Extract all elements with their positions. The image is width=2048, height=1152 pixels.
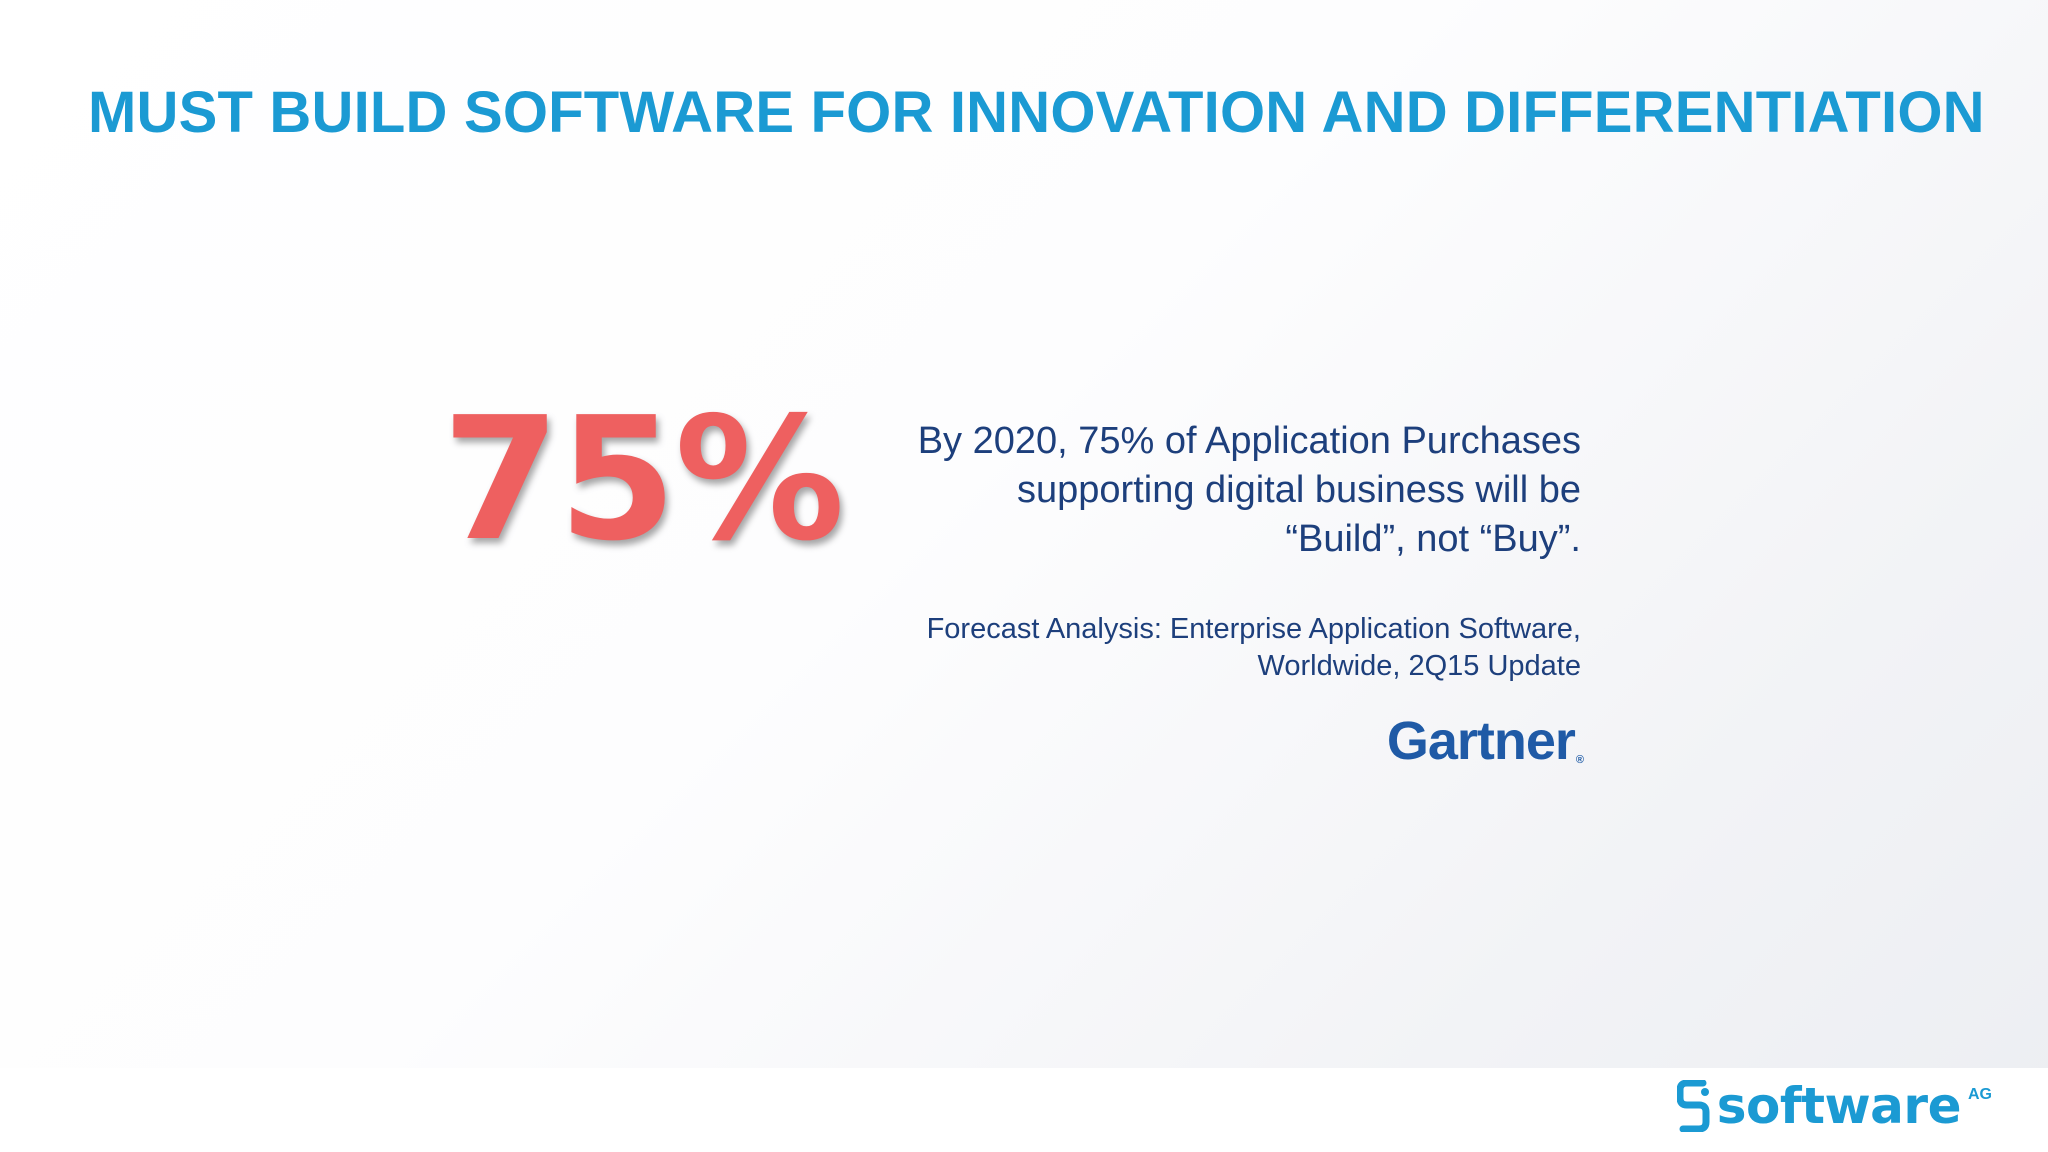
source-line: Worldwide, 2Q15 Update <box>1257 650 1581 682</box>
software-ag-s-icon <box>1676 1080 1710 1132</box>
forecast-statement: By 2020, 75% of Application Purchases su… <box>821 417 1581 564</box>
statement-line: supporting digital business will be <box>1017 469 1581 511</box>
slide-title: MUST BUILD SOFTWARE FOR INNOVATION AND D… <box>88 80 1985 145</box>
statement-line: “Build”, not “Buy”. <box>1285 518 1581 560</box>
statement-line: By 2020, 75% of Application Purchases <box>917 420 1581 462</box>
software-ag-wordmark: software <box>1716 1077 1962 1135</box>
gartner-logo-text: Gartner <box>1386 711 1576 771</box>
gartner-logo: Gartner ® <box>1387 711 1584 771</box>
registered-mark: ® <box>1575 754 1584 766</box>
big-statistic: 75% <box>442 381 845 579</box>
software-ag-logo: software AG <box>1676 1076 1992 1136</box>
software-ag-suffix: AG <box>1968 1086 1992 1103</box>
source-citation: Forecast Analysis: Enterprise Applicatio… <box>821 611 1581 685</box>
source-line: Forecast Analysis: Enterprise Applicatio… <box>926 613 1581 645</box>
